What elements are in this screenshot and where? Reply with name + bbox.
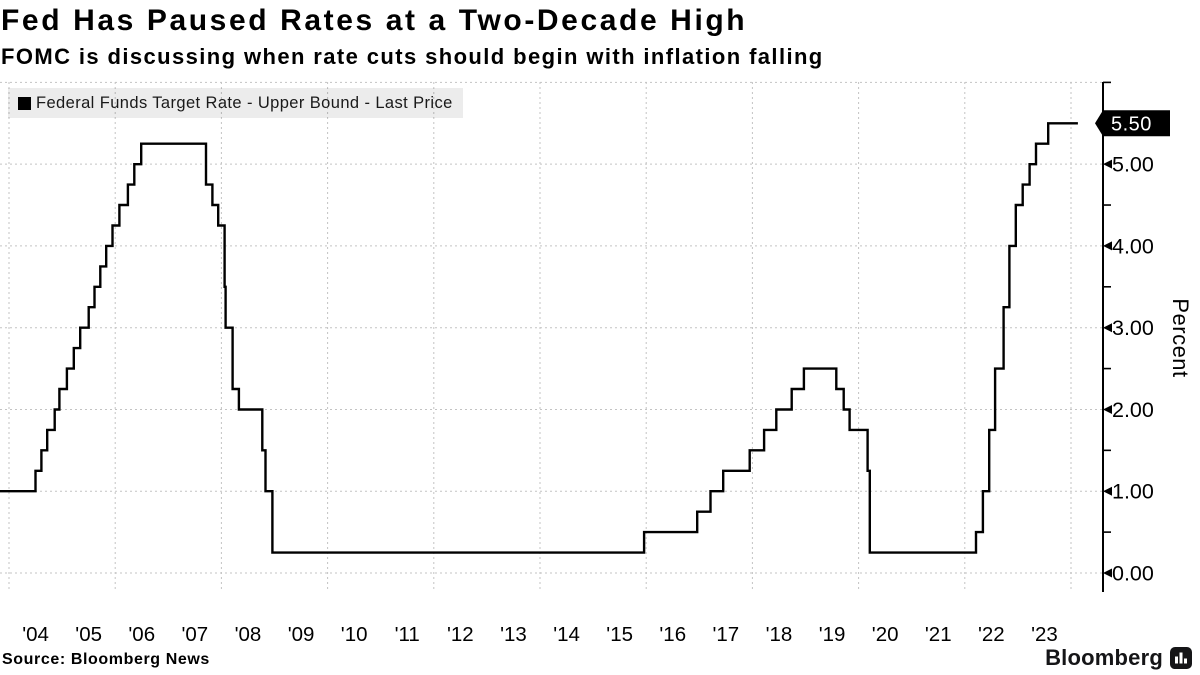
x-tick-label: '11 [395, 623, 420, 646]
chart-title: Fed Has Paused Rates at a Two-Decade Hig… [1, 4, 748, 37]
x-tick-label: '23 [1031, 623, 1058, 646]
x-tick-label: '16 [659, 623, 686, 646]
x-tick-label: '17 [712, 623, 739, 646]
x-tick-label: '09 [288, 623, 315, 646]
x-tick-label: '21 [925, 623, 952, 646]
last-price-flag [1095, 110, 1170, 137]
y-tick-label: 5.00 [1112, 153, 1154, 177]
legend-label: Federal Funds Target Rate - Upper Bound … [36, 93, 453, 112]
chart-subtitle: FOMC is discussing when rate cuts should… [1, 44, 824, 69]
y-tick-arrow-icon [1103, 568, 1112, 578]
y-tick-label: 1.00 [1112, 480, 1154, 504]
x-tick-label: '20 [872, 623, 899, 646]
x-tick-label: '08 [235, 623, 262, 646]
x-tick-label: '06 [128, 623, 155, 646]
x-tick-label: '18 [766, 623, 793, 646]
y-tick-label: 4.00 [1112, 234, 1154, 258]
bloomberg-wordmark: Bloomberg [1045, 645, 1163, 670]
y-tick-arrow-icon [1103, 404, 1112, 414]
last-price-label: 5.50 [1111, 113, 1152, 135]
x-tick-label: '13 [500, 623, 527, 646]
y-tick-arrow-icon [1103, 486, 1112, 496]
x-tick-label: '10 [341, 623, 368, 646]
legend-swatch-icon [18, 96, 31, 110]
x-tick-label: '14 [553, 623, 580, 646]
y-axis-title: Percent [1168, 298, 1193, 378]
source-note: Source: Bloomberg News [2, 651, 210, 668]
y-tick-arrow-icon [1103, 323, 1112, 333]
legend: Federal Funds Target Rate - Upper Bound … [8, 88, 463, 118]
x-tick-label: '12 [447, 623, 474, 646]
y-tick-label: 0.00 [1112, 562, 1154, 586]
y-tick-arrow-icon [1103, 159, 1112, 169]
x-tick-label: '05 [75, 623, 102, 646]
x-tick-label: '22 [978, 623, 1005, 646]
x-tick-label: '15 [606, 623, 633, 646]
y-tick-label: 2.00 [1112, 398, 1154, 422]
y-tick-arrow-icon [1103, 241, 1112, 251]
rate-step-line [0, 122, 1078, 554]
x-tick-label: '04 [22, 623, 49, 646]
bloomberg-terminal-icon [1170, 647, 1192, 669]
x-tick-label: '07 [181, 623, 208, 646]
y-tick-label: 3.00 [1112, 316, 1154, 340]
bloomberg-logo: Bloomberg [1045, 645, 1192, 671]
x-tick-label: '19 [819, 623, 846, 646]
